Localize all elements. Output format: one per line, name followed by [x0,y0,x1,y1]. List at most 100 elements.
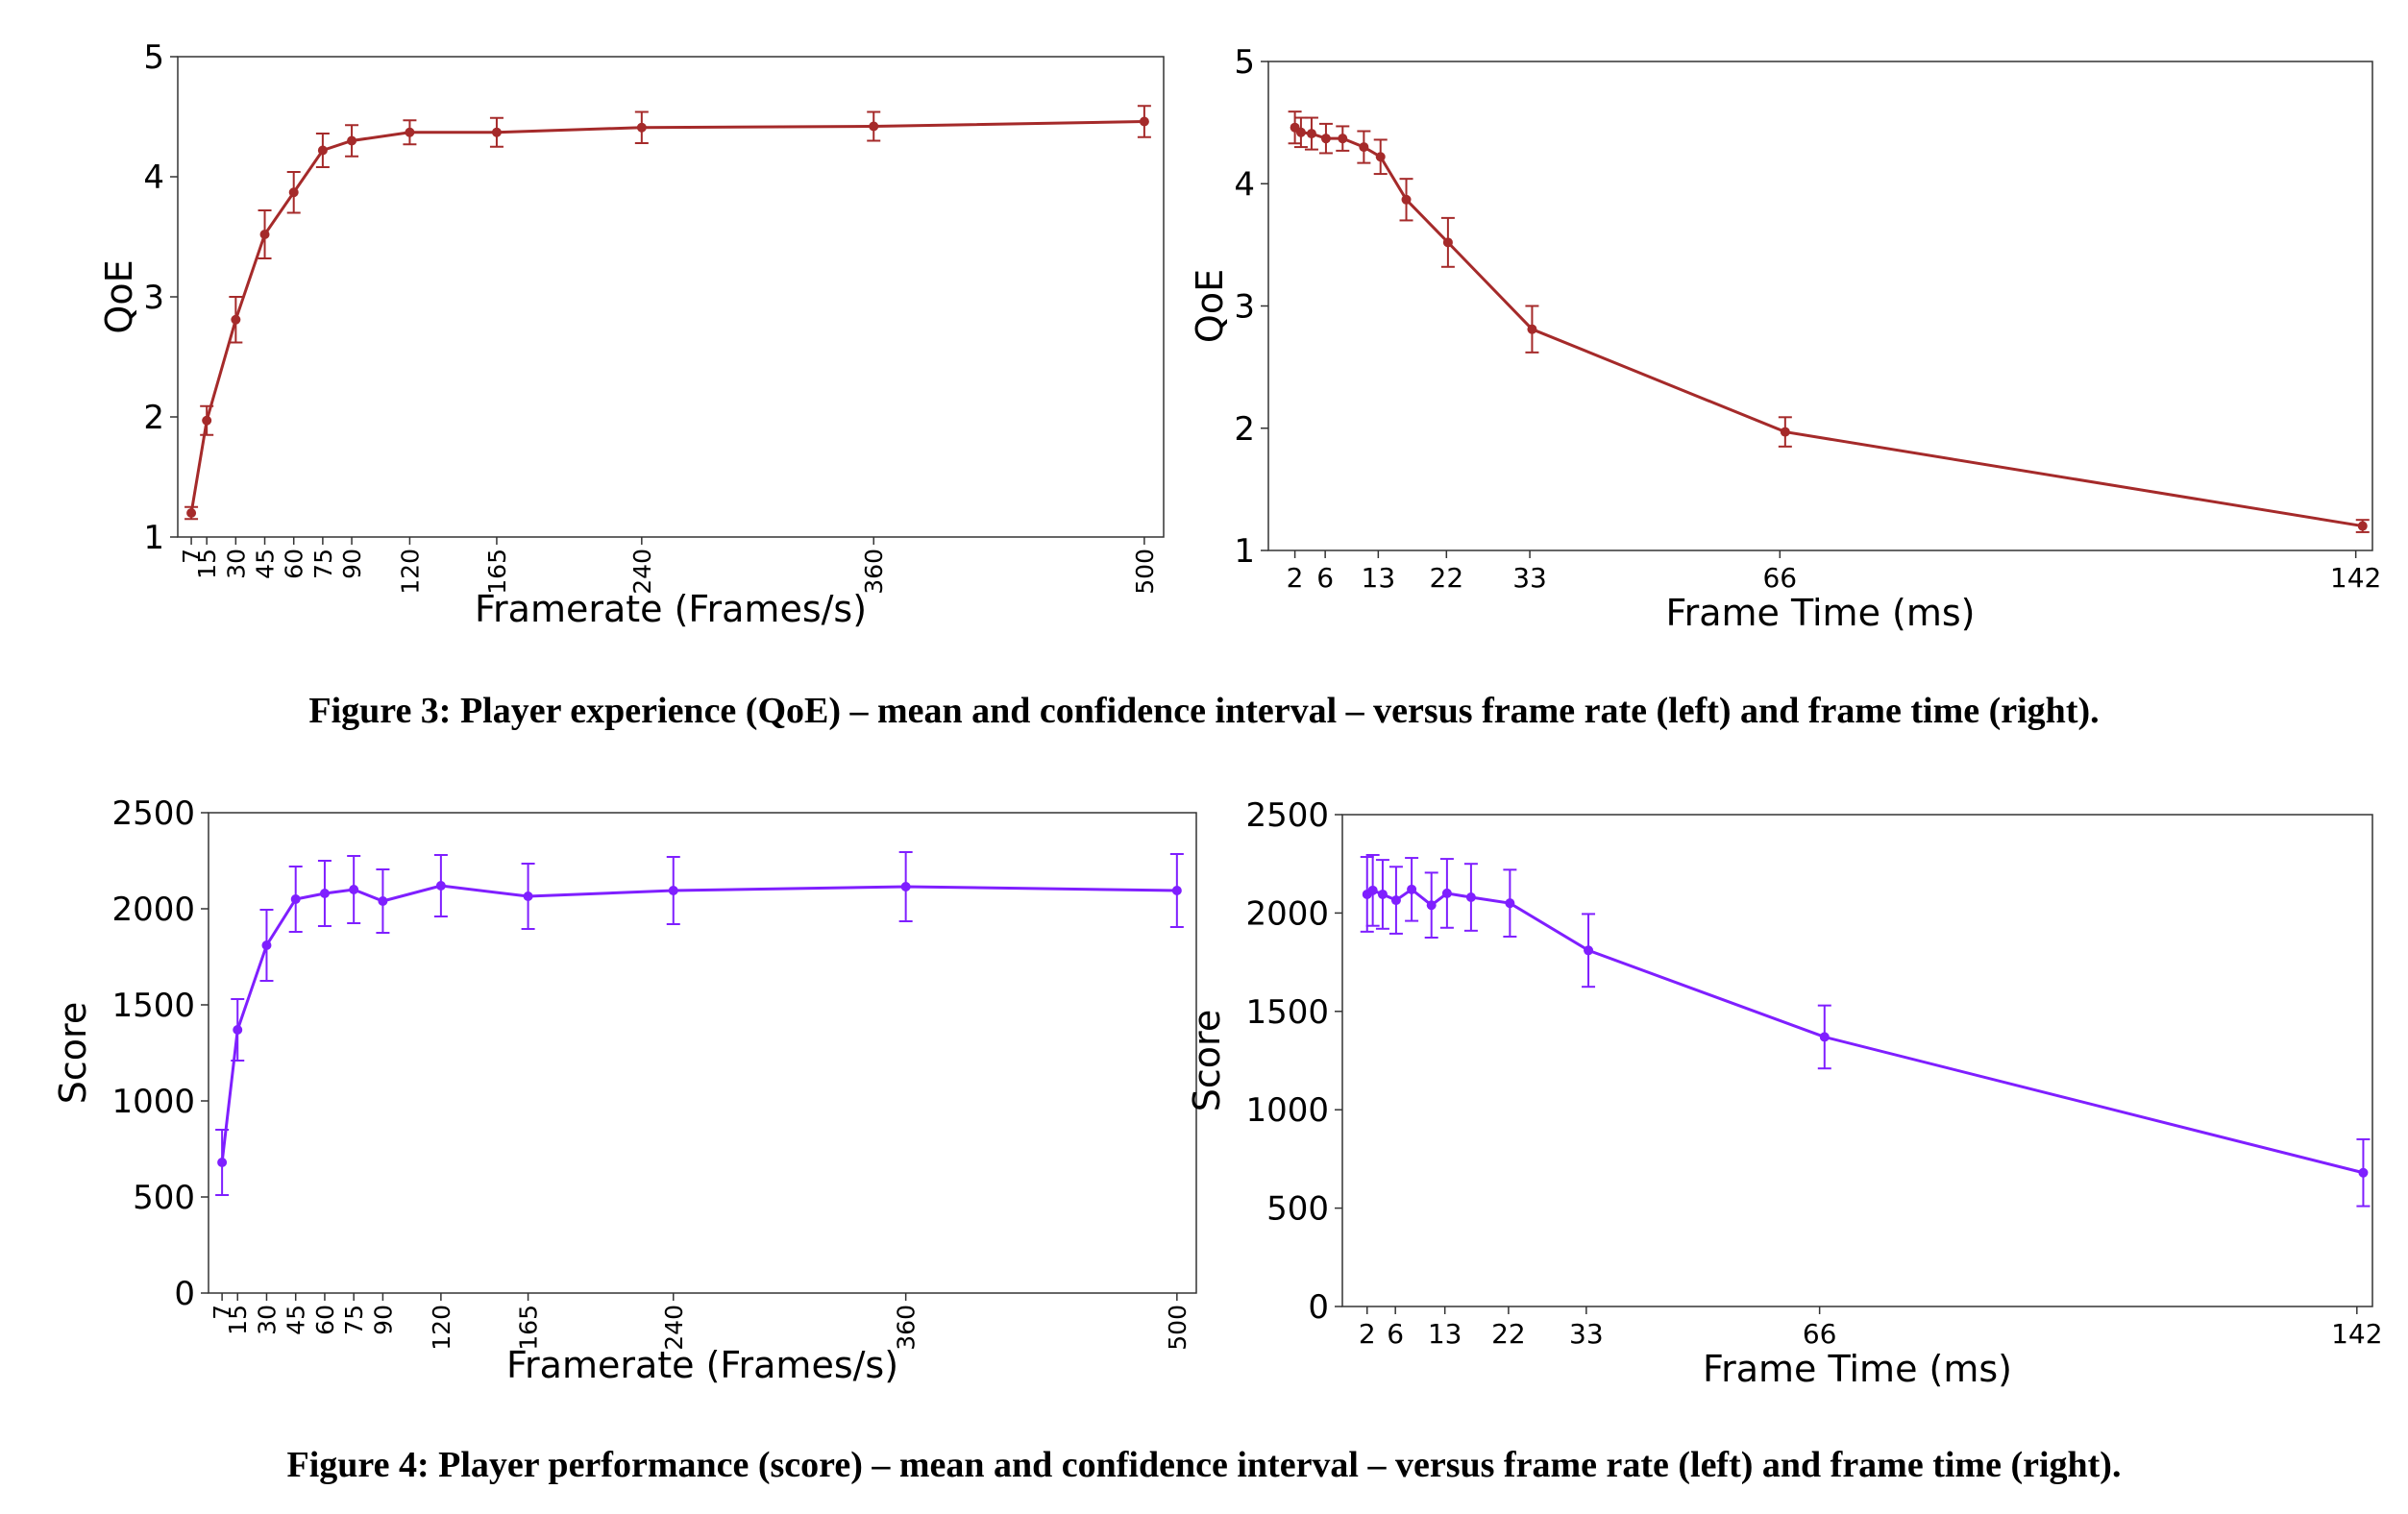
data-point [668,886,678,895]
data-point [1465,892,1476,903]
data-point [1367,885,1378,895]
x-tick-label: 22 [1491,1318,1526,1350]
y-tick-label: 2500 [111,794,195,833]
chart: 0 500 1000 1500 2000 2500 715 30 45 60 75 90 120 165 2… [52,794,1197,1386]
x-tick-label: 66 [1803,1318,1837,1350]
x-tick-label: 45 [283,1305,310,1335]
x-tick-label: 2 [1287,562,1304,594]
x-tick-label: 165 [483,549,511,595]
x-tick-label: 240 [628,549,656,595]
data-line [220,884,1177,1163]
x-tick-label: 500 [1164,1305,1192,1351]
data-point [378,896,388,906]
x-tick-label: 22 [1430,562,1464,594]
y-tick-label: 1000 [1245,1091,1329,1130]
x-tick-label: 90 [369,1305,397,1335]
x-tick-label: 33 [1569,1318,1604,1350]
y-tick-label: 4 [1234,165,1255,204]
data-line [1293,126,2363,528]
x-tick-label: 360 [893,1305,921,1351]
data-point [1584,945,1594,956]
data-point [259,230,270,239]
y-tick-label: 1000 [111,1083,195,1121]
data-point [231,314,241,325]
x-tick-label: 75 [340,1305,368,1335]
data-point [288,187,299,198]
x-tick-label: 360 [860,549,888,595]
data-point [636,122,647,133]
x-tick-label: 66 [1762,562,1797,594]
data-point [869,121,879,132]
data-point [2357,521,2368,531]
data-point [347,135,357,146]
x-tick-label: 142 [2331,1318,2382,1350]
chart: 0 500 1000 1500 2000 2500 2 6 13 22 33 66 142 Frame T… [1186,796,2383,1390]
data-point [1171,886,1182,895]
x-tick-label: 60 [311,1305,339,1335]
x-tick-label: 2 [1359,1318,1376,1350]
x-tick-label: 165 [515,1305,543,1351]
data-point [1426,900,1437,911]
data-point [1390,895,1401,906]
data-point [1442,237,1453,248]
y-tick-label: 2 [1234,410,1255,449]
x-tick-label: 90 [338,549,366,579]
x-tick-label: 7 [178,549,206,564]
data-point [290,894,301,904]
data-line [189,120,1144,514]
y-axis-label: Score [52,1002,94,1104]
y-tick-label: 2500 [1245,796,1329,835]
x-axis-label: Framerate (Frames/s) [506,1344,898,1386]
data-point [217,1158,228,1167]
plot-frame [1341,814,2373,1307]
data-point [319,889,330,898]
figure-caption: Figure 3: Player experience (QoE) – mean… [308,691,2099,731]
data-point [523,891,533,901]
data-point [1441,888,1452,898]
data-point [1320,134,1331,144]
data-point [405,127,415,137]
data-point [1819,1032,1830,1042]
data-point [435,881,446,891]
data-point [261,940,272,950]
data-point [1401,194,1412,205]
y-tick-label: 1500 [1245,993,1329,1032]
data-point [317,145,328,156]
data-point [233,1025,243,1035]
data-point [1505,898,1515,909]
plot-frame [1267,61,2373,551]
data-line [1365,887,2364,1175]
data-point [2358,1167,2369,1178]
data-point [349,885,359,894]
data-point [186,508,197,518]
y-tick-label: 1 [143,519,164,557]
y-tick-label: 2000 [1245,894,1329,933]
data-point [491,127,502,137]
y-tick-label: 1 [1234,532,1255,571]
data-point [1306,129,1316,139]
data-point [1338,134,1348,144]
data-point [1527,324,1537,334]
y-tick-label: 0 [174,1275,195,1313]
x-tick-label: 13 [1362,562,1396,594]
x-tick-label: 30 [222,549,250,579]
x-tick-label: 33 [1512,562,1547,594]
x-axis-label: Framerate (Frames/s) [475,588,867,630]
data-point [900,882,911,891]
x-tick-label: 13 [1428,1318,1462,1350]
x-tick-label: 6 [1316,562,1334,594]
y-axis-label: QoE [1189,269,1231,343]
x-tick-label: 15 [224,1305,252,1335]
x-axis-label: Frame Time (ms) [1703,1348,2012,1390]
data-point [202,415,212,426]
x-tick-label: 6 [1387,1318,1404,1350]
y-tick-label: 2000 [111,891,195,929]
x-tick-label: 120 [428,1305,455,1351]
plot-frame [208,812,1197,1294]
y-tick-label: 1500 [111,987,195,1025]
data-point [1377,889,1388,899]
